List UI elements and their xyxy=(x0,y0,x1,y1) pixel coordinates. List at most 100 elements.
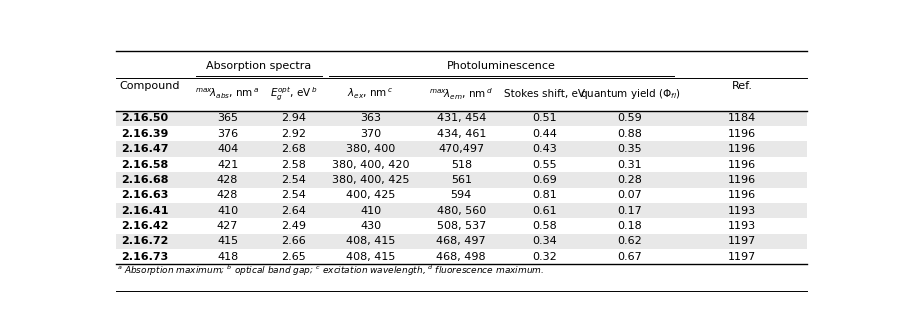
Text: 380, 400, 420: 380, 400, 420 xyxy=(332,159,410,170)
Text: 561: 561 xyxy=(451,175,472,185)
Text: 363: 363 xyxy=(360,114,381,123)
Bar xyxy=(116,188,806,203)
Text: 2.58: 2.58 xyxy=(282,159,306,170)
Bar xyxy=(116,172,806,188)
Text: Photoluminescence: Photoluminescence xyxy=(447,61,556,71)
Text: 0.67: 0.67 xyxy=(617,252,643,262)
Bar xyxy=(116,157,806,172)
Text: 408, 415: 408, 415 xyxy=(346,236,395,247)
Text: 2.16.72: 2.16.72 xyxy=(122,236,169,247)
Text: 0.32: 0.32 xyxy=(533,252,557,262)
Text: 2.16.73: 2.16.73 xyxy=(122,252,169,262)
Text: 428: 428 xyxy=(217,190,239,200)
Text: 2.66: 2.66 xyxy=(282,236,306,247)
Text: 408, 415: 408, 415 xyxy=(346,252,395,262)
Text: 1184: 1184 xyxy=(728,114,757,123)
Text: 1196: 1196 xyxy=(728,159,756,170)
Text: 410: 410 xyxy=(360,206,381,216)
Text: 2.64: 2.64 xyxy=(282,206,306,216)
Bar xyxy=(116,218,806,234)
Text: 0.17: 0.17 xyxy=(617,206,643,216)
Text: 2.16.63: 2.16.63 xyxy=(122,190,169,200)
Text: 0.07: 0.07 xyxy=(617,190,643,200)
Text: 2.68: 2.68 xyxy=(282,144,306,154)
Text: 376: 376 xyxy=(217,129,239,139)
Text: quantum yield ($\Phi_{fl}$): quantum yield ($\Phi_{fl}$) xyxy=(580,87,680,101)
Text: 1196: 1196 xyxy=(728,190,756,200)
Text: $^a$ Absorption maximum; $^b$ optical band gap; $^c$ excitation wavelength, $^d$: $^a$ Absorption maximum; $^b$ optical ba… xyxy=(117,264,544,278)
Text: 0.61: 0.61 xyxy=(533,206,557,216)
Text: 404: 404 xyxy=(217,144,239,154)
Bar xyxy=(116,203,806,218)
Text: 1196: 1196 xyxy=(728,175,756,185)
Text: 427: 427 xyxy=(217,221,239,231)
Bar xyxy=(116,111,806,126)
Text: 431, 454: 431, 454 xyxy=(436,114,486,123)
Text: 434, 461: 434, 461 xyxy=(436,129,486,139)
Text: 0.62: 0.62 xyxy=(617,236,643,247)
Bar xyxy=(116,249,806,264)
Text: Stokes shift, eV: Stokes shift, eV xyxy=(504,89,586,99)
Text: 1193: 1193 xyxy=(728,206,756,216)
Text: 0.35: 0.35 xyxy=(617,144,643,154)
Text: 508, 537: 508, 537 xyxy=(436,221,486,231)
Text: 0.58: 0.58 xyxy=(533,221,557,231)
Bar xyxy=(116,126,806,142)
Text: 2.16.41: 2.16.41 xyxy=(122,206,169,216)
Text: 1197: 1197 xyxy=(728,252,757,262)
Text: 0.81: 0.81 xyxy=(533,190,557,200)
Text: 0.69: 0.69 xyxy=(533,175,557,185)
Text: 2.16.50: 2.16.50 xyxy=(122,114,168,123)
Text: 428: 428 xyxy=(217,175,239,185)
Text: 430: 430 xyxy=(360,221,381,231)
Text: $E_g^{opt}$, eV$\,^b$: $E_g^{opt}$, eV$\,^b$ xyxy=(270,85,318,103)
Text: 2.16.47: 2.16.47 xyxy=(122,144,169,154)
Text: 518: 518 xyxy=(451,159,472,170)
Text: 1197: 1197 xyxy=(728,236,757,247)
Text: 2.94: 2.94 xyxy=(282,114,306,123)
Bar xyxy=(116,142,806,157)
Text: 2.16.42: 2.16.42 xyxy=(122,221,169,231)
Text: 415: 415 xyxy=(217,236,239,247)
Text: 2.16.39: 2.16.39 xyxy=(122,129,169,139)
Text: $\lambda_{ex}$, nm$\,^c$: $\lambda_{ex}$, nm$\,^c$ xyxy=(347,87,394,101)
Text: 0.31: 0.31 xyxy=(617,159,643,170)
Text: 470,497: 470,497 xyxy=(438,144,484,154)
Text: 594: 594 xyxy=(451,190,472,200)
Text: 365: 365 xyxy=(217,114,239,123)
Text: 0.34: 0.34 xyxy=(533,236,557,247)
Text: 0.43: 0.43 xyxy=(533,144,557,154)
Text: 468, 498: 468, 498 xyxy=(436,252,486,262)
Text: 400, 425: 400, 425 xyxy=(346,190,395,200)
Text: 370: 370 xyxy=(360,129,381,139)
Text: Absorption spectra: Absorption spectra xyxy=(206,61,311,71)
Text: 0.18: 0.18 xyxy=(617,221,643,231)
Text: 2.92: 2.92 xyxy=(282,129,306,139)
Text: 2.54: 2.54 xyxy=(282,190,306,200)
Text: 421: 421 xyxy=(217,159,239,170)
Text: 380, 400, 425: 380, 400, 425 xyxy=(332,175,410,185)
Text: $^{max}\!\lambda_{em}$, nm$\,^d$: $^{max}\!\lambda_{em}$, nm$\,^d$ xyxy=(429,86,493,102)
Text: 2.16.68: 2.16.68 xyxy=(122,175,169,185)
Text: Compound: Compound xyxy=(120,81,180,91)
Bar xyxy=(116,234,806,249)
Text: 0.59: 0.59 xyxy=(617,114,643,123)
Text: 2.65: 2.65 xyxy=(282,252,306,262)
Text: 2.49: 2.49 xyxy=(282,221,306,231)
Text: 0.55: 0.55 xyxy=(533,159,557,170)
Text: $^{max}\!\lambda_{abs}$, nm$\,^a$: $^{max}\!\lambda_{abs}$, nm$\,^a$ xyxy=(195,87,260,101)
Text: 410: 410 xyxy=(217,206,239,216)
Text: 1193: 1193 xyxy=(728,221,756,231)
Text: 468, 497: 468, 497 xyxy=(436,236,486,247)
Text: 0.51: 0.51 xyxy=(533,114,557,123)
Text: 0.28: 0.28 xyxy=(617,175,643,185)
Text: 1196: 1196 xyxy=(728,129,756,139)
Text: 480, 560: 480, 560 xyxy=(436,206,486,216)
Text: Ref.: Ref. xyxy=(732,81,752,91)
Text: 0.88: 0.88 xyxy=(617,129,643,139)
Text: 2.16.58: 2.16.58 xyxy=(122,159,169,170)
Text: 2.54: 2.54 xyxy=(282,175,306,185)
Text: 0.44: 0.44 xyxy=(533,129,557,139)
Text: 418: 418 xyxy=(217,252,239,262)
Text: 380, 400: 380, 400 xyxy=(346,144,395,154)
